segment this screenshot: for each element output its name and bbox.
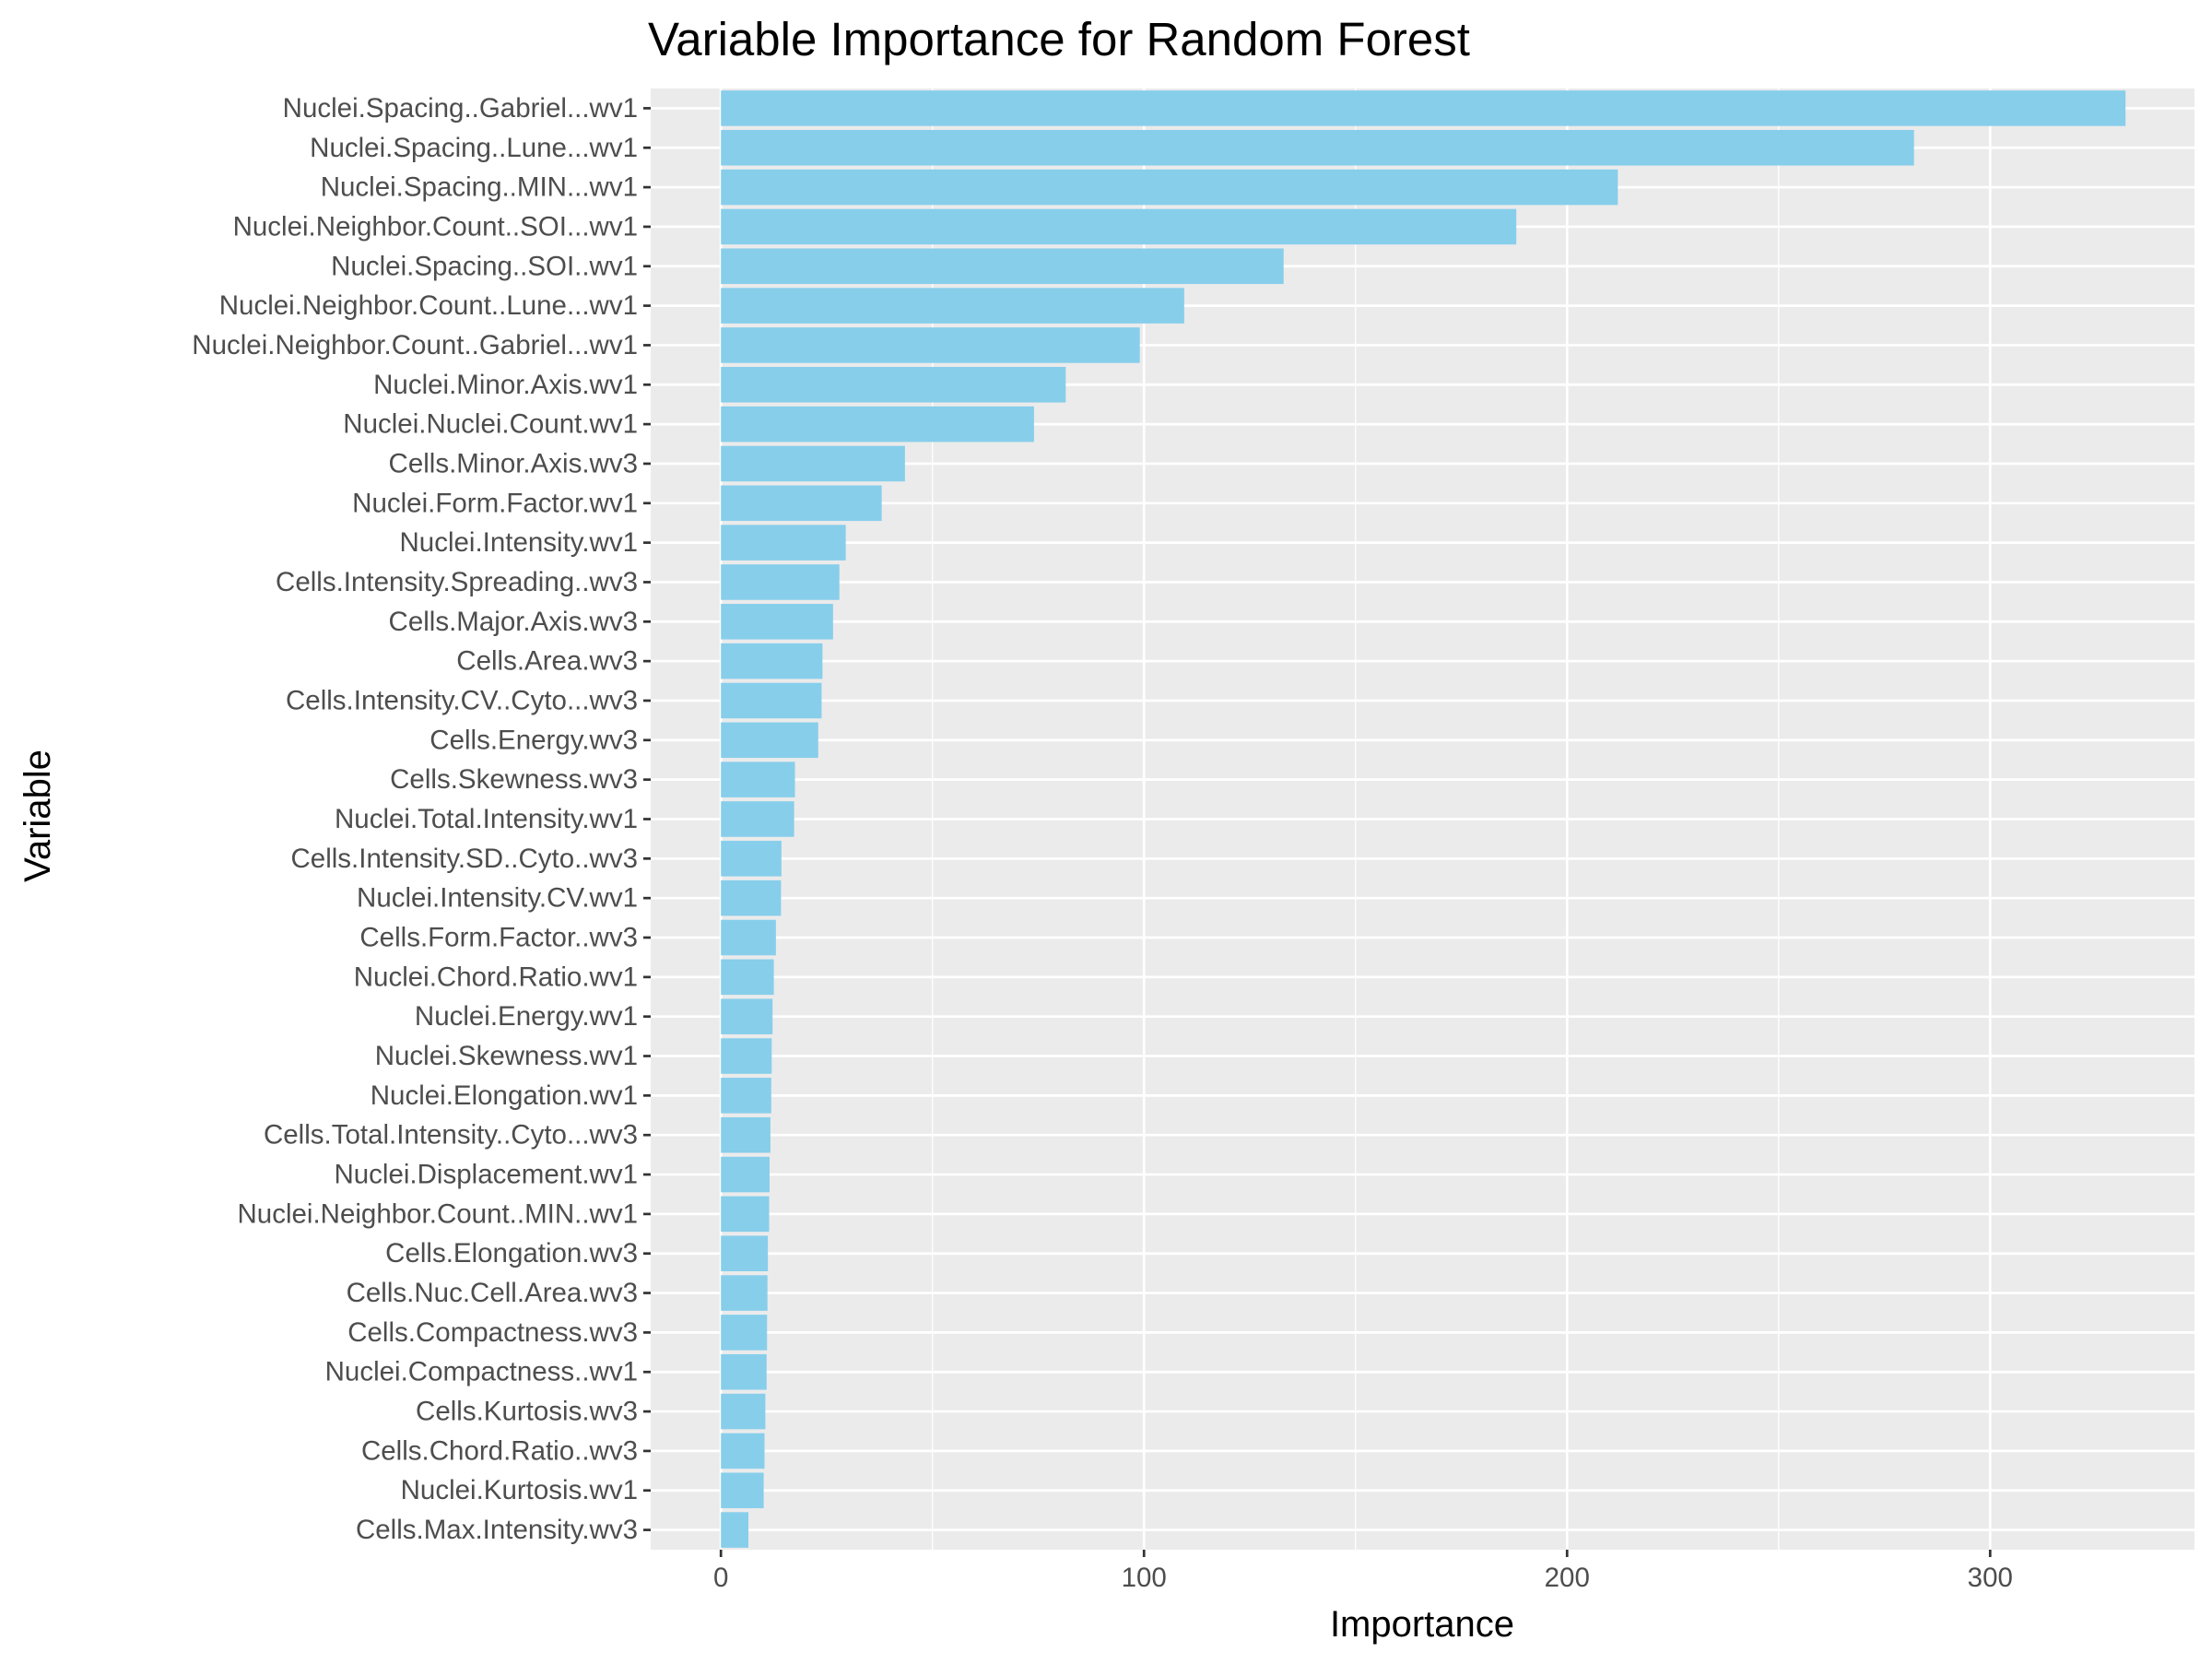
y-axis-ticks: Nuclei.Spacing..Gabriel...wv1 Nuclei.Spac… bbox=[192, 93, 651, 1545]
y-tick-label: Cells.Skewness.wv3 bbox=[390, 764, 638, 795]
bar bbox=[721, 90, 2126, 126]
y-tick-label: Nuclei.Intensity.wv1 bbox=[400, 527, 639, 558]
bar bbox=[721, 841, 782, 877]
y-tick-label: Nuclei.Neighbor.Count..Gabriel...wv1 bbox=[192, 330, 638, 360]
bar bbox=[721, 761, 795, 797]
bar bbox=[721, 288, 1184, 324]
bar bbox=[721, 445, 905, 482]
x-tick-label: 100 bbox=[1122, 1563, 1167, 1593]
y-tick-label: Cells.Intensity.CV..Cyto...wv3 bbox=[286, 685, 638, 715]
bar bbox=[721, 1078, 771, 1114]
bar bbox=[721, 406, 1034, 443]
bar bbox=[721, 525, 846, 561]
y-tick-label: Cells.Minor.Axis.wv3 bbox=[389, 448, 638, 478]
y-tick-label: Cells.Chord.Ratio..wv3 bbox=[361, 1435, 638, 1466]
y-tick-label: Nuclei.Nuclei.Count.wv1 bbox=[343, 409, 638, 440]
x-axis-ticks: 0 100 200 300 bbox=[713, 1550, 2013, 1593]
y-tick-label: Nuclei.Neighbor.Count..Lune...wv1 bbox=[219, 290, 638, 321]
y-axis-title: Variable bbox=[18, 749, 58, 882]
bar bbox=[721, 564, 840, 600]
x-tick-label: 200 bbox=[1545, 1563, 1590, 1593]
bar bbox=[721, 1156, 770, 1193]
y-tick-label: Nuclei.Total.Intensity.wv1 bbox=[335, 804, 638, 834]
bar bbox=[721, 959, 774, 996]
bars bbox=[721, 90, 2126, 1548]
bar bbox=[721, 1433, 765, 1469]
y-tick-label: Cells.Area.wv3 bbox=[456, 646, 638, 677]
y-tick-label: Nuclei.Elongation.wv1 bbox=[371, 1080, 638, 1111]
x-tick-label: 0 bbox=[713, 1563, 728, 1593]
y-tick-label: Nuclei.Skewness.wv1 bbox=[375, 1041, 638, 1071]
x-tick-label: 300 bbox=[1968, 1563, 2013, 1593]
y-tick-label: Cells.Compactness.wv3 bbox=[347, 1317, 638, 1348]
chart-title: Variable Importance for Random Forest bbox=[648, 13, 1470, 65]
bar bbox=[721, 682, 822, 719]
y-tick-label: Nuclei.Minor.Axis.wv1 bbox=[373, 370, 638, 400]
bar bbox=[721, 1512, 749, 1548]
y-tick-label: Cells.Elongation.wv3 bbox=[385, 1238, 638, 1269]
y-tick-label: Nuclei.Spacing..MIN...wv1 bbox=[321, 172, 638, 203]
bar bbox=[721, 1472, 764, 1509]
bar bbox=[721, 1353, 767, 1390]
y-tick-label: Nuclei.Chord.Ratio.wv1 bbox=[354, 962, 638, 992]
bar bbox=[721, 879, 782, 916]
bar bbox=[721, 801, 794, 837]
bar bbox=[721, 1393, 766, 1430]
bar bbox=[721, 169, 1618, 206]
bar bbox=[721, 1196, 770, 1233]
y-tick-label: Cells.Nuc.Cell.Area.wv3 bbox=[347, 1278, 638, 1308]
y-tick-label: Nuclei.Displacement.wv1 bbox=[334, 1160, 638, 1190]
y-tick-label: Nuclei.Compactness..wv1 bbox=[325, 1357, 638, 1387]
y-tick-label: Nuclei.Spacing..SOI..wv1 bbox=[331, 251, 638, 281]
y-tick-label: Cells.Max.Intensity.wv3 bbox=[356, 1515, 638, 1545]
y-tick-label: Cells.Intensity.SD..Cyto..wv3 bbox=[290, 844, 638, 874]
bar bbox=[721, 1315, 768, 1351]
bar bbox=[721, 248, 1284, 285]
bar bbox=[721, 722, 818, 759]
y-tick-label: Nuclei.Form.Factor.wv1 bbox=[352, 488, 638, 518]
y-tick-label: Nuclei.Intensity.CV.wv1 bbox=[357, 883, 638, 914]
bar bbox=[721, 643, 823, 679]
y-tick-label: Cells.Intensity.Spreading..wv3 bbox=[276, 567, 638, 597]
x-axis-title: Importance bbox=[1330, 1604, 1514, 1645]
bar bbox=[721, 1116, 771, 1153]
y-tick-label: Nuclei.Kurtosis.wv1 bbox=[401, 1475, 638, 1505]
y-tick-label: Cells.Form.Factor..wv3 bbox=[359, 923, 638, 953]
y-tick-label: Nuclei.Neighbor.Count..SOI...wv1 bbox=[233, 211, 638, 242]
y-tick-label: Cells.Major.Axis.wv3 bbox=[389, 607, 638, 637]
bar bbox=[721, 129, 1914, 166]
y-tick-label: Nuclei.Energy.wv1 bbox=[415, 1001, 638, 1032]
bar bbox=[721, 998, 773, 1034]
bar bbox=[721, 485, 882, 522]
y-tick-label: Cells.Kurtosis.wv3 bbox=[416, 1397, 638, 1427]
y-tick-label: Nuclei.Neighbor.Count..MIN..wv1 bbox=[238, 1198, 639, 1229]
bar bbox=[721, 919, 776, 956]
y-tick-label: Nuclei.Spacing..Gabriel...wv1 bbox=[283, 93, 638, 124]
y-tick-label: Nuclei.Spacing..Lune...wv1 bbox=[310, 133, 638, 163]
bar bbox=[721, 604, 833, 640]
bar bbox=[721, 327, 1140, 363]
bar bbox=[721, 208, 1517, 245]
y-tick-label: Cells.Total.Intensity..Cyto...wv3 bbox=[264, 1120, 638, 1151]
bar bbox=[721, 1235, 769, 1271]
bar bbox=[721, 1038, 772, 1074]
bar bbox=[721, 1275, 768, 1311]
bar bbox=[721, 367, 1066, 403]
y-tick-label: Cells.Energy.wv3 bbox=[429, 725, 638, 755]
